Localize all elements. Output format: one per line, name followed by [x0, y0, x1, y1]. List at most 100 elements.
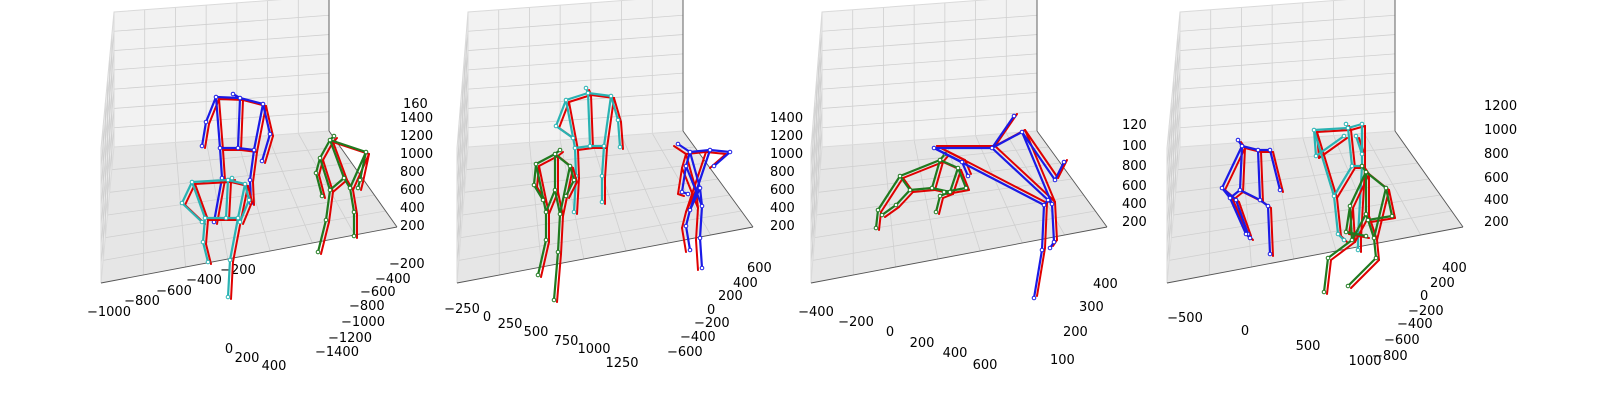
pred-bone [1372, 186, 1388, 240]
joint-point [897, 173, 903, 179]
joint-point [1255, 147, 1261, 153]
gt-bone [942, 193, 954, 199]
joint-point [251, 147, 257, 153]
x-tick-label: −250 [444, 302, 480, 317]
gt-bone [695, 207, 699, 241]
gridline [113, 72, 330, 90]
y-tick-label: 0 [707, 303, 715, 318]
pred-bone [930, 186, 952, 194]
joint-point [1343, 121, 1349, 127]
gridline [113, 34, 330, 51]
joint-point [583, 85, 589, 91]
predicted-bones [200, 92, 272, 224]
joint-point [319, 193, 325, 199]
y-axis-line [682, 130, 754, 228]
joint-point [679, 189, 685, 195]
y-tick-label: −800 [349, 299, 385, 314]
pred-bone [552, 250, 560, 302]
gt-bone [884, 206, 900, 218]
pred-bone [932, 146, 1046, 207]
joint-point [1313, 153, 1319, 159]
joint-point [230, 91, 236, 97]
pred-bone [532, 183, 545, 202]
joint-point [955, 165, 961, 171]
y-tick-label: 0 [1420, 289, 1428, 304]
pred-bone [602, 94, 613, 148]
pred-bone [534, 162, 548, 214]
joint-point [1052, 177, 1058, 183]
gt-bone [194, 183, 209, 221]
joint-point [237, 95, 243, 101]
gt-bone [264, 135, 274, 164]
z-tick-label: 100 [1122, 139, 1147, 154]
x-axis-line [456, 226, 754, 284]
y-axis-line [1036, 130, 1108, 228]
x-tick-label: 600 [973, 358, 998, 373]
joints [873, 151, 969, 231]
gridline [1169, 210, 1452, 261]
joint-point [217, 145, 223, 151]
pred-bone [212, 176, 224, 224]
z-tick-label: 1400 [400, 111, 433, 126]
gridline [100, 127, 115, 264]
pred-bone [564, 178, 576, 198]
gridline [821, 14, 1038, 32]
pred-bone [1332, 164, 1354, 198]
joints [675, 141, 733, 271]
predicted-bones [874, 152, 968, 230]
y-tick-label: −800 [1372, 349, 1408, 364]
back-pane [1180, 0, 1395, 147]
gt-bone [577, 149, 580, 179]
z-tick-label: 200 [1122, 215, 1147, 230]
gt-bone [247, 185, 253, 203]
joint-point [205, 259, 211, 265]
joint-point [327, 137, 333, 143]
gt-bone [572, 167, 578, 183]
gt-bone [604, 147, 608, 179]
joint-point [697, 185, 703, 191]
joint-point [237, 219, 243, 225]
pred-bone [1326, 238, 1354, 260]
joint-point [683, 163, 689, 169]
gridline [1179, 72, 1396, 90]
gridline [458, 210, 742, 261]
pred-bone [328, 176, 346, 192]
ground-truth-bones [1316, 125, 1366, 253]
x-tick-label: 200 [910, 336, 935, 351]
joint-point [347, 185, 353, 191]
joint-point [351, 209, 357, 215]
joint-point [941, 189, 947, 195]
y-tick-label: −400 [680, 330, 716, 345]
joint-point [1355, 247, 1361, 253]
panel3-person-green [873, 151, 970, 231]
panel4-person-green [1321, 163, 1396, 295]
gt-bone [880, 177, 904, 213]
pred-bone [1032, 248, 1044, 300]
gridline [1171, 194, 1441, 239]
joint-point [1235, 137, 1241, 143]
pred-bone [226, 178, 247, 186]
pred-bone [1228, 196, 1248, 236]
gridline [467, 53, 684, 71]
joint-point [1349, 163, 1355, 169]
floor-pane [811, 131, 1107, 283]
pred-bone [1020, 130, 1057, 182]
y-tick-label: −200 [1408, 304, 1444, 319]
y-tick-label: 600 [747, 261, 772, 276]
gridline [467, 72, 684, 90]
gt-bone [204, 123, 210, 149]
y-tick-label: −200 [389, 257, 425, 272]
z-tick-label: 400 [1122, 197, 1147, 212]
z-tick-label: 1400 [770, 111, 803, 126]
pred-bone [573, 144, 592, 150]
y-tick-label: 200 [1063, 325, 1088, 340]
joint-point [947, 189, 953, 195]
joint-point [585, 90, 591, 96]
joint-point [357, 177, 363, 183]
gridline [1177, 146, 1407, 171]
joint-point [615, 117, 621, 123]
pred-bone [1020, 130, 1054, 206]
joint-point [535, 272, 541, 278]
joint-point [179, 200, 185, 206]
joint-point [557, 211, 563, 217]
